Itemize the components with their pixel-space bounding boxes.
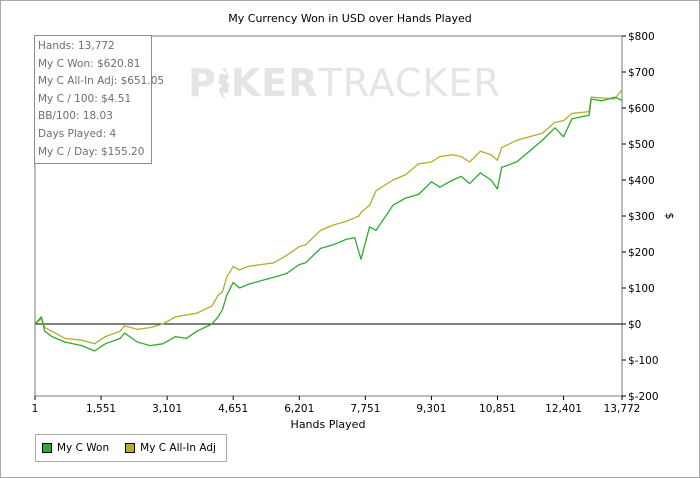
poker-chip-icon: [218, 68, 229, 98]
chart-title: My Currency Won in USD over Hands Played: [228, 12, 472, 25]
series-line-my-c-won: [34, 96, 623, 352]
legend-label-won: My C Won: [57, 442, 110, 454]
x-tick-label: 3,101: [152, 403, 182, 415]
y-axis: $-200 $-100 $0 $100 $200 $300 $400 $500 $600 $700…: [622, 31, 659, 403]
y-tick-label: $-200: [628, 391, 659, 403]
stat-per-day: My C / Day: $155.20: [38, 145, 145, 158]
series-layer: [34, 89, 623, 352]
y-tick-label: $-100: [628, 355, 659, 367]
x-tick-label: 9,301: [416, 403, 446, 415]
x-tick-label: 7,751: [350, 403, 380, 415]
legend-swatch-allin: [125, 443, 136, 453]
x-tick-label: 4,651: [218, 403, 248, 415]
y-tick-label: $300: [628, 211, 655, 223]
x-tick-label: 1,551: [86, 403, 116, 415]
y-tick-label: $800: [628, 31, 655, 43]
y-tick-label: $400: [628, 175, 655, 187]
x-axis-label: Hands Played: [291, 418, 366, 431]
watermark-text-3: TRACKER: [318, 61, 501, 105]
stat-bb-100: BB/100: 18.03: [38, 110, 113, 123]
watermark-text-2: KER: [230, 61, 319, 105]
stat-hands: Hands: 13,772: [38, 40, 115, 52]
legend-item-allin: My C All-In Adj: [125, 442, 216, 454]
x-tick-label: 1: [32, 403, 39, 415]
x-tick-label: 13,772: [604, 403, 641, 415]
y-tick-label: $500: [628, 139, 655, 151]
y-tick-label: $0: [628, 319, 641, 331]
stat-won: My C Won: $620.81: [38, 57, 141, 70]
x-axis: 1 1,551 3,101 4,651 6,201 7,751 9,301 10,851 12,…: [32, 396, 641, 415]
y-tick-label: $200: [628, 247, 655, 259]
y-tick-label: $700: [628, 67, 655, 79]
watermark-text-1: P: [188, 61, 217, 105]
x-tick-label: 6,201: [284, 403, 314, 415]
pokertracker-watermark: P KER TRACKER: [188, 58, 500, 108]
y-tick-label: $100: [628, 283, 655, 295]
stat-per-100: My C / 100: $4.51: [38, 92, 132, 105]
x-tick-label: 10,851: [479, 403, 516, 415]
stat-days-played: Days Played: 4: [38, 127, 117, 140]
legend-label-allin: My C All-In Adj: [140, 442, 216, 454]
y-tick-label: $600: [628, 103, 655, 115]
legend: My C Won My C All-In Adj: [35, 434, 227, 462]
legend-item-won: My C Won: [42, 442, 109, 454]
y-axis-label: $: [663, 213, 676, 220]
stat-allin-adj: My C All-In Adj: $651.05: [38, 75, 165, 88]
series-line-my-c-all-in-adj: [34, 89, 623, 345]
legend-swatch-won: [42, 443, 52, 453]
stats-box: Hands: 13,772 My C Won: $620.81 My C All…: [34, 35, 165, 164]
x-tick-label: 12,401: [545, 403, 582, 415]
